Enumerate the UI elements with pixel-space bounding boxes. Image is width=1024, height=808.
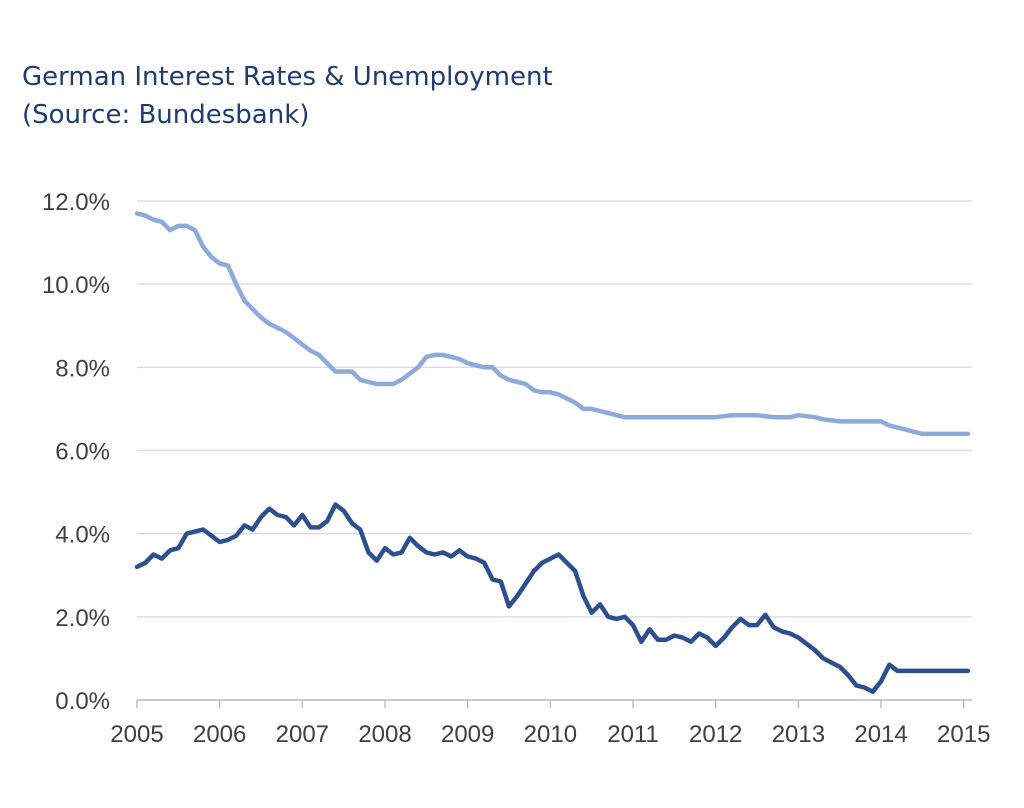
x-tick-label: 2012: [689, 721, 742, 748]
x-tick-label: 2007: [276, 721, 329, 748]
series-line-1: [134, 211, 971, 437]
y-tick-label: 8.0%: [55, 355, 110, 382]
series-line-2: [134, 502, 971, 694]
x-tick-label: 2006: [193, 721, 246, 748]
y-tick-label: 2.0%: [55, 605, 110, 632]
chart-title: German Interest Rates & Unemployment: [22, 62, 553, 92]
y-tick-label: 4.0%: [55, 522, 110, 549]
x-tick-label: 2005: [110, 721, 163, 748]
y-tick-label: 12.0%: [42, 189, 110, 216]
x-tick-label: 2013: [772, 721, 825, 748]
x-tick-label: 2015: [937, 721, 990, 748]
y-tick-label: 0.0%: [55, 688, 110, 715]
x-tick-label: 2011: [607, 721, 659, 748]
x-tick-label: 2014: [854, 721, 907, 748]
x-tick-label: 2010: [524, 721, 577, 748]
chart-title-block: German Interest Rates & Unemployment (So…: [22, 58, 553, 134]
y-tick-label: 10.0%: [42, 272, 110, 299]
chart-subtitle: (Source: Bundesbank): [22, 100, 310, 130]
y-tick-label: 6.0%: [55, 439, 110, 466]
x-tick-label: 2008: [358, 721, 411, 748]
x-tick-label: 2009: [441, 721, 494, 748]
